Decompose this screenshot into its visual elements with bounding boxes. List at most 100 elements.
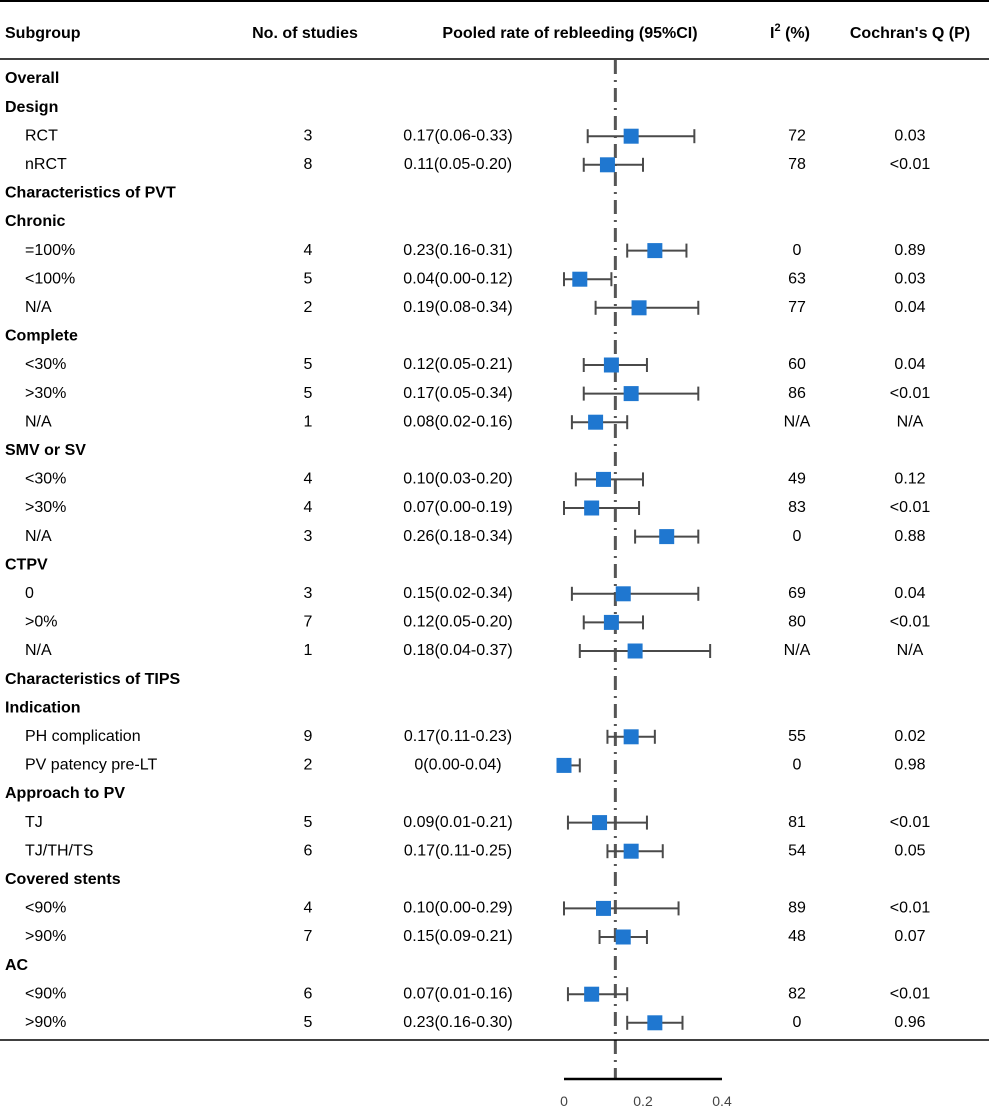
subgroup-label: >90% xyxy=(25,1014,66,1031)
studies-count: 1 xyxy=(304,642,313,659)
subgroup-label: nRCT xyxy=(25,156,67,173)
pooled-rate-text: 0.17(0.05-0.34) xyxy=(403,385,512,402)
studies-count: 7 xyxy=(304,928,313,945)
subgroup-label: <90% xyxy=(25,900,66,917)
subgroup-heading: Complete xyxy=(5,328,78,345)
subgroup-heading: Indication xyxy=(5,699,81,716)
table-row: >90% 5 0.23(0.16-0.30) 0 0.96 xyxy=(25,1014,926,1031)
studies-count: 5 xyxy=(304,356,313,373)
table-row: >0% 7 0.12(0.05-0.20) 80 <0.01 xyxy=(25,614,930,631)
q-value: 0.89 xyxy=(894,242,925,259)
subgroup-heading: Approach to PV xyxy=(5,785,125,802)
table-row: AC xyxy=(5,957,29,974)
subgroup-label: <30% xyxy=(25,471,66,488)
point-estimate-marker xyxy=(647,243,663,259)
subgroup-heading: AC xyxy=(5,957,29,974)
q-value: <0.01 xyxy=(890,385,931,402)
q-value: <0.01 xyxy=(890,614,931,631)
point-estimate-marker xyxy=(588,414,604,430)
x-tick-label-0: 0 xyxy=(560,1093,568,1109)
point-estimate-marker xyxy=(623,843,639,859)
subgroup-label: <30% xyxy=(25,356,66,373)
i2-value: 54 xyxy=(788,842,806,859)
q-value: 0.12 xyxy=(894,471,925,488)
point-estimate-marker xyxy=(596,471,611,487)
pooled-rate-text: 0.17(0.06-0.33) xyxy=(403,127,512,144)
point-estimate-marker xyxy=(623,386,639,402)
point-estimate-marker xyxy=(631,300,647,316)
subgroup-label: TJ xyxy=(25,814,43,831)
subgroup-label: N/A xyxy=(25,528,52,545)
q-value: N/A xyxy=(897,413,924,430)
header-studies: No. of studies xyxy=(252,25,358,42)
i2-value: 49 xyxy=(788,471,806,488)
studies-count: 5 xyxy=(304,270,313,287)
i2-value: 60 xyxy=(788,356,806,373)
studies-count: 2 xyxy=(304,299,313,316)
subgroup-heading: CTPV xyxy=(5,556,48,573)
table-row: Approach to PV xyxy=(5,785,125,802)
i2-value: 78 xyxy=(788,156,806,173)
point-estimate-marker xyxy=(615,929,631,945)
studies-count: 9 xyxy=(304,728,313,745)
pooled-rate-text: 0(0.00-0.04) xyxy=(414,757,501,774)
table-row: >90% 7 0.15(0.09-0.21) 48 0.07 xyxy=(25,928,926,945)
header-rate: Pooled rate of rebleeding (95%CI) xyxy=(442,25,697,42)
i2-value: 83 xyxy=(788,499,806,516)
studies-count: 4 xyxy=(304,900,313,917)
pooled-rate-text: 0.23(0.16-0.30) xyxy=(403,1014,512,1031)
studies-count: 6 xyxy=(304,985,313,1002)
pooled-rate-text: 0.15(0.02-0.34) xyxy=(403,585,512,602)
i2-value: 82 xyxy=(788,985,806,1002)
table-row: N/A 3 0.26(0.18-0.34) 0 0.88 xyxy=(25,528,926,545)
subgroup-label: >30% xyxy=(25,499,66,516)
table-row: <100% 5 0.04(0.00-0.12) 63 0.03 xyxy=(25,270,926,287)
point-estimate-marker xyxy=(623,729,639,745)
i2-value: 0 xyxy=(793,528,802,545)
pooled-rate-text: 0.18(0.04-0.37) xyxy=(403,642,512,659)
i2-value: 69 xyxy=(788,585,806,602)
studies-count: 2 xyxy=(304,757,313,774)
q-value: <0.01 xyxy=(890,985,931,1002)
point-estimate-marker xyxy=(556,757,572,773)
table-row: Covered stents xyxy=(5,871,121,888)
table-row: >30% 4 0.07(0.00-0.19) 83 <0.01 xyxy=(25,499,930,516)
q-value: 0.07 xyxy=(894,928,925,945)
subgroup-label: <100% xyxy=(25,270,75,287)
point-estimate-marker xyxy=(615,586,631,602)
pooled-rate-text: 0.09(0.01-0.21) xyxy=(403,814,512,831)
point-estimate-marker xyxy=(596,900,611,916)
i2-value: 55 xyxy=(788,728,806,745)
studies-count: 4 xyxy=(304,242,313,259)
q-value: 0.88 xyxy=(894,528,925,545)
pooled-rate-text: 0.07(0.00-0.19) xyxy=(403,499,512,516)
pooled-rate-text: 0.19(0.08-0.34) xyxy=(403,299,512,316)
subgroup-label: =100% xyxy=(25,242,75,259)
subgroup-heading: Covered stents xyxy=(5,871,121,888)
subgroup-label: PH complication xyxy=(25,728,141,745)
subgroup-heading: Design xyxy=(5,99,58,116)
pooled-rate-text: 0.17(0.11-0.23) xyxy=(404,728,512,745)
point-estimate-marker xyxy=(584,500,600,516)
subgroup-label: N/A xyxy=(25,642,52,659)
table-row: 0 3 0.15(0.02-0.34) 69 0.04 xyxy=(25,585,926,602)
point-estimate-marker xyxy=(659,529,675,545)
subgroup-label: <90% xyxy=(25,985,66,1002)
point-estimate-marker xyxy=(592,815,608,831)
q-value: 0.03 xyxy=(894,127,925,144)
table-row: <30% 5 0.12(0.05-0.21) 60 0.04 xyxy=(25,356,926,373)
header-i2: I2 (%) xyxy=(770,22,810,42)
studies-count: 4 xyxy=(304,499,313,516)
subgroup-heading: Characteristics of TIPS xyxy=(5,671,181,688)
table-row: Characteristics of PVT xyxy=(5,185,176,202)
q-value: 0.05 xyxy=(894,842,925,859)
x-tick-label-2: 0.4 xyxy=(712,1093,732,1109)
pooled-rate-text: 0.12(0.05-0.20) xyxy=(403,614,512,631)
pooled-rate-text: 0.12(0.05-0.21) xyxy=(403,356,512,373)
studies-count: 1 xyxy=(304,413,313,430)
subgroup-label: 0 xyxy=(25,585,34,602)
table-row: SMV or SV xyxy=(5,442,86,459)
point-estimate-marker xyxy=(627,643,643,659)
table-row: PH complication 9 0.17(0.11-0.23) 55 0.02 xyxy=(25,728,926,745)
